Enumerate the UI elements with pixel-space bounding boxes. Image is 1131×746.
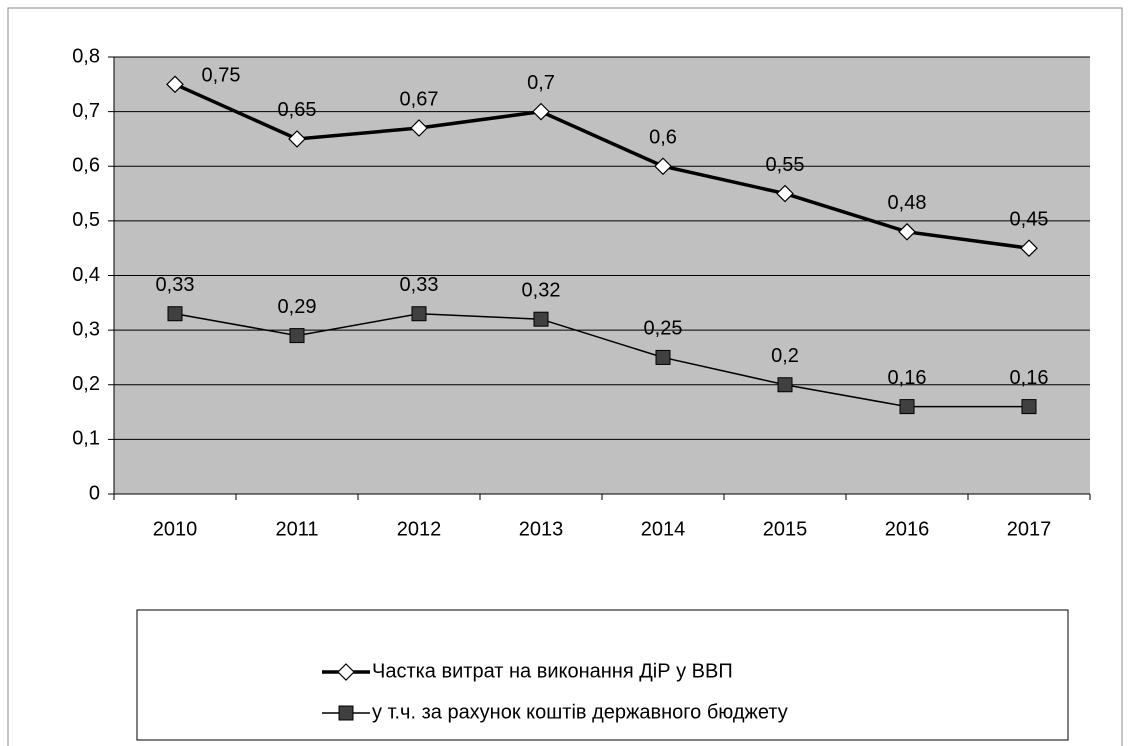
legend-label: у т.ч. за рахунок коштів державного бюдж… bbox=[372, 701, 788, 723]
data-point bbox=[776, 184, 794, 203]
data-point bbox=[167, 306, 183, 322]
y-tick-label: 0,7 bbox=[72, 100, 100, 122]
x-tick-label: 2015 bbox=[763, 518, 808, 540]
data-label: 0,55 bbox=[766, 154, 805, 176]
x-tick-label: 2014 bbox=[641, 518, 686, 540]
series-line bbox=[174, 312, 1029, 408]
data-point bbox=[654, 157, 672, 176]
legend-marker bbox=[337, 663, 355, 681]
y-tick-label: 0,3 bbox=[72, 318, 100, 340]
y-tick-label: 0,6 bbox=[72, 155, 100, 177]
data-point bbox=[655, 349, 671, 365]
x-tick-label: 2016 bbox=[885, 518, 930, 540]
y-tick-label: 0,2 bbox=[72, 373, 100, 395]
data-label: 0,29 bbox=[278, 296, 317, 318]
data-point bbox=[777, 377, 793, 393]
data-label: 0,67 bbox=[400, 88, 439, 110]
data-point bbox=[532, 102, 550, 121]
data-point bbox=[411, 306, 427, 322]
legend-box bbox=[136, 609, 1069, 741]
legend-label: Частка витрат на виконання ДіР у ВВП bbox=[372, 660, 733, 682]
data-label: 0,6 bbox=[649, 127, 677, 149]
data-label: 0,75 bbox=[202, 65, 241, 87]
data-point bbox=[289, 328, 305, 344]
y-tick-label: 0 bbox=[89, 482, 100, 504]
data-label: 0,7 bbox=[527, 72, 555, 94]
legend-marker bbox=[338, 705, 354, 721]
data-label: 0,65 bbox=[278, 99, 317, 121]
x-tick-label: 2010 bbox=[153, 518, 198, 540]
series-line bbox=[174, 82, 1030, 250]
x-tick-label: 2012 bbox=[397, 518, 442, 540]
data-label: 0,48 bbox=[888, 192, 927, 214]
data-label: 0,16 bbox=[888, 367, 927, 389]
data-label: 0,25 bbox=[644, 318, 683, 340]
data-label: 0,2 bbox=[771, 345, 799, 367]
data-label: 0,45 bbox=[1010, 208, 1049, 230]
x-tick-label: 2011 bbox=[275, 518, 318, 540]
data-label: 0,16 bbox=[1010, 367, 1049, 389]
y-tick-label: 0,5 bbox=[72, 209, 100, 231]
data-point bbox=[533, 311, 549, 327]
data-point bbox=[898, 222, 916, 241]
y-tick-label: 0,4 bbox=[72, 264, 100, 286]
y-tick-label: 0,8 bbox=[72, 45, 100, 67]
x-tick-label: 2017 bbox=[1007, 518, 1052, 540]
data-point bbox=[1021, 399, 1037, 415]
data-label: 0,32 bbox=[522, 279, 561, 301]
data-point bbox=[899, 399, 915, 415]
x-tick-label: 2013 bbox=[519, 518, 564, 540]
data-label: 0,33 bbox=[400, 274, 439, 296]
data-point bbox=[410, 119, 428, 137]
data-point bbox=[288, 130, 306, 148]
data-label: 0,33 bbox=[156, 274, 195, 296]
y-tick-label: 0,1 bbox=[72, 428, 100, 450]
data-point bbox=[166, 75, 184, 94]
data-point bbox=[1020, 239, 1038, 258]
